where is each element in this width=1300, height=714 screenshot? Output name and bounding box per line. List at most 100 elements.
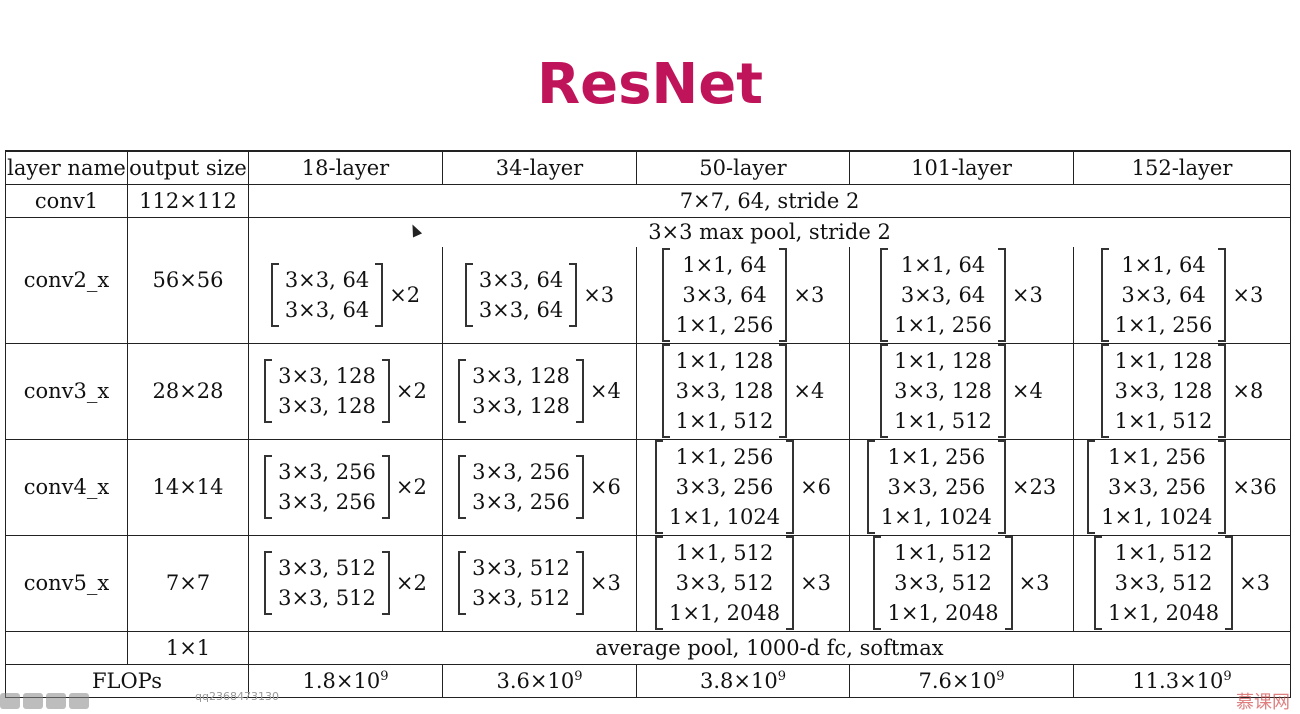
block-line: 1×1, 2048: [668, 601, 781, 625]
block-matrix: 3×3, 128 3×3, 128 ×4: [458, 359, 621, 423]
block-line: 3×3, 512: [675, 571, 774, 595]
block-line: 3×3, 128: [472, 364, 570, 388]
block-multiplier: ×4: [589, 379, 621, 403]
conv1-name: conv1: [5, 183, 128, 218]
block-matrix: 1×1, 64 3×3, 64 1×1, 256 ×3: [880, 247, 1043, 342]
block-multiplier: ×36: [1232, 475, 1277, 499]
block-line: 3×3, 512: [472, 586, 570, 610]
block-matrix: 1×1, 256 3×3, 256 1×1, 1024 ×36: [1087, 440, 1277, 534]
block-matrix: 1×1, 256 3×3, 256 1×1, 1024 ×6: [654, 440, 831, 534]
block-bracket: 1×1, 128 3×3, 128 1×1, 512: [1100, 344, 1227, 438]
block-matrix: 1×1, 512 3×3, 512 1×1, 2048 ×3: [654, 536, 832, 630]
block-line: 3×3, 512: [278, 586, 376, 610]
resnet-architecture-table: layer name output size 18-layer 34-layer…: [5, 150, 1291, 698]
flops-name: FLOPs: [5, 663, 249, 698]
block-line: 1×1, 512: [1114, 409, 1213, 433]
block-bracket: 3×3, 256 3×3, 256: [458, 455, 584, 519]
block-line: 1×1, 128: [894, 349, 992, 373]
conv4-cell-101: 1×1, 256 3×3, 256 1×1, 1024 ×23: [849, 438, 1074, 536]
block-line: 1×1, 256: [1107, 445, 1206, 469]
block-matrix: 1×1, 128 3×3, 128 1×1, 512 ×4: [880, 344, 1043, 438]
block-multiplier: ×6: [589, 475, 621, 499]
conv2-cell-50: 1×1, 64 3×3, 64 1×1, 256 ×3: [636, 247, 850, 344]
block-line: 3×3, 64: [682, 282, 767, 307]
block-line: 3×3, 256: [887, 475, 986, 499]
block-multiplier: ×2: [395, 379, 427, 403]
block-line: 1×1, 128: [675, 349, 774, 373]
block-line: 3×3, 256: [472, 460, 570, 484]
block-line: 1×1, 256: [675, 445, 774, 469]
block-bracket: 1×1, 128 3×3, 128 1×1, 512: [661, 344, 788, 438]
conv2-cell-152: 1×1, 64 3×3, 64 1×1, 256 ×3: [1073, 247, 1291, 344]
block-line: 1×1, 64: [900, 252, 986, 277]
block-line: 1×1, 1024: [1101, 505, 1213, 529]
block-multiplier: ×2: [395, 571, 427, 595]
menu-icon[interactable]: [46, 693, 66, 709]
block-matrix: 3×3, 128 3×3, 128 ×2: [264, 359, 427, 423]
conv2-cell-18: 3×3, 64 3×3, 64 ×2: [248, 247, 443, 344]
block-bracket: 3×3, 64 3×3, 64: [270, 262, 384, 327]
block-line: 1×1, 512: [675, 541, 774, 565]
block-multiplier: ×4: [793, 379, 825, 403]
block-line: 1×1, 1024: [880, 505, 992, 529]
conv3-cell-152: 1×1, 128 3×3, 128 1×1, 512 ×8: [1073, 342, 1291, 440]
next-arrow-icon[interactable]: [69, 693, 89, 709]
conv4-cell-50: 1×1, 256 3×3, 256 1×1, 1024 ×6: [636, 438, 850, 536]
block-line: 3×3, 128: [278, 364, 376, 388]
block-line: 3×3, 512: [278, 556, 376, 580]
block-line: 3×3, 64: [284, 267, 370, 292]
header-layer-name: layer name: [5, 150, 128, 185]
block-bracket: 1×1, 64 3×3, 64 1×1, 256: [1100, 247, 1227, 342]
site-logo: 慕课网: [1236, 692, 1290, 713]
flops-101: 7.6×109: [849, 663, 1074, 698]
block-line: 3×3, 256: [1107, 475, 1206, 499]
header-col-34: 34-layer: [442, 150, 637, 185]
block-bracket: 3×3, 64 3×3, 64: [464, 262, 578, 327]
flops-34: 3.6×109: [442, 663, 637, 698]
block-line: 1×1, 2048: [1107, 601, 1220, 625]
block-matrix: 3×3, 64 3×3, 64 ×3: [464, 262, 614, 327]
block-matrix: 1×1, 512 3×3, 512 1×1, 2048 ×3: [873, 536, 1050, 630]
header-col-101: 101-layer: [849, 150, 1074, 185]
slide-title: ResNet: [536, 52, 764, 117]
conv2-cell-34: 3×3, 64 3×3, 64 ×3: [442, 247, 637, 344]
block-line: 3×3, 512: [1114, 571, 1213, 595]
block-line: 3×3, 512: [472, 556, 570, 580]
block-multiplier: ×8: [1232, 379, 1264, 403]
block-line: 3×3, 64: [478, 297, 564, 322]
block-line: 3×3, 128: [472, 394, 570, 418]
conv2-pool: 3×3 max pool, stride 2: [248, 216, 1291, 247]
conv5-size: 7×7: [127, 534, 249, 632]
block-line: 1×1, 64: [1121, 252, 1206, 277]
block-bracket: 3×3, 512 3×3, 512: [264, 551, 390, 615]
conv4-cell-152: 1×1, 256 3×3, 256 1×1, 1024 ×36: [1073, 438, 1291, 536]
block-line: 1×1, 512: [894, 541, 992, 565]
conv4-size: 14×14: [127, 438, 249, 536]
pen-icon[interactable]: [23, 693, 43, 709]
block-bracket: 3×3, 128 3×3, 128: [264, 359, 390, 423]
row-conv5: conv5_x 7×7 3×3, 512 3×3, 512 ×2 3×3, 512 3…: [5, 534, 1291, 632]
block-bracket: 1×1, 64 3×3, 64 1×1, 256: [880, 247, 1006, 342]
block-line: 1×1, 1024: [668, 505, 781, 529]
block-bracket: 3×3, 512 3×3, 512: [458, 551, 584, 615]
block-multiplier: ×3: [800, 571, 832, 595]
block-matrix: 3×3, 512 3×3, 512 ×3: [458, 551, 621, 615]
block-line: 1×1, 256: [894, 312, 992, 337]
conv1-size: 112×112: [127, 183, 249, 218]
conv3-cell-18: 3×3, 128 3×3, 128 ×2: [248, 342, 443, 440]
prev-arrow-icon[interactable]: [0, 693, 20, 709]
block-matrix: 3×3, 64 3×3, 64 ×2: [270, 262, 420, 327]
block-line: 3×3, 64: [1121, 282, 1206, 307]
block-line: 3×3, 64: [284, 297, 370, 322]
header-col-152: 152-layer: [1073, 150, 1291, 185]
block-matrix: 3×3, 256 3×3, 256 ×6: [458, 455, 621, 519]
block-line: 1×1, 256: [675, 312, 774, 337]
row-pool: 1×1 average pool, 1000-d fc, softmax: [5, 630, 1291, 665]
row-conv2: 3×3, 64 3×3, 64 ×2 3×3, 64 3×3, 64 ×3 1×1, 6…: [6, 247, 1291, 344]
block-line: 3×3, 256: [675, 475, 774, 499]
block-matrix: 1×1, 64 3×3, 64 1×1, 256 ×3: [1100, 247, 1263, 342]
block-multiplier: ×3: [1011, 282, 1043, 307]
block-bracket: 1×1, 64 3×3, 64 1×1, 256: [661, 247, 788, 342]
block-line: 3×3, 512: [894, 571, 992, 595]
block-multiplier: ×23: [1011, 475, 1057, 499]
